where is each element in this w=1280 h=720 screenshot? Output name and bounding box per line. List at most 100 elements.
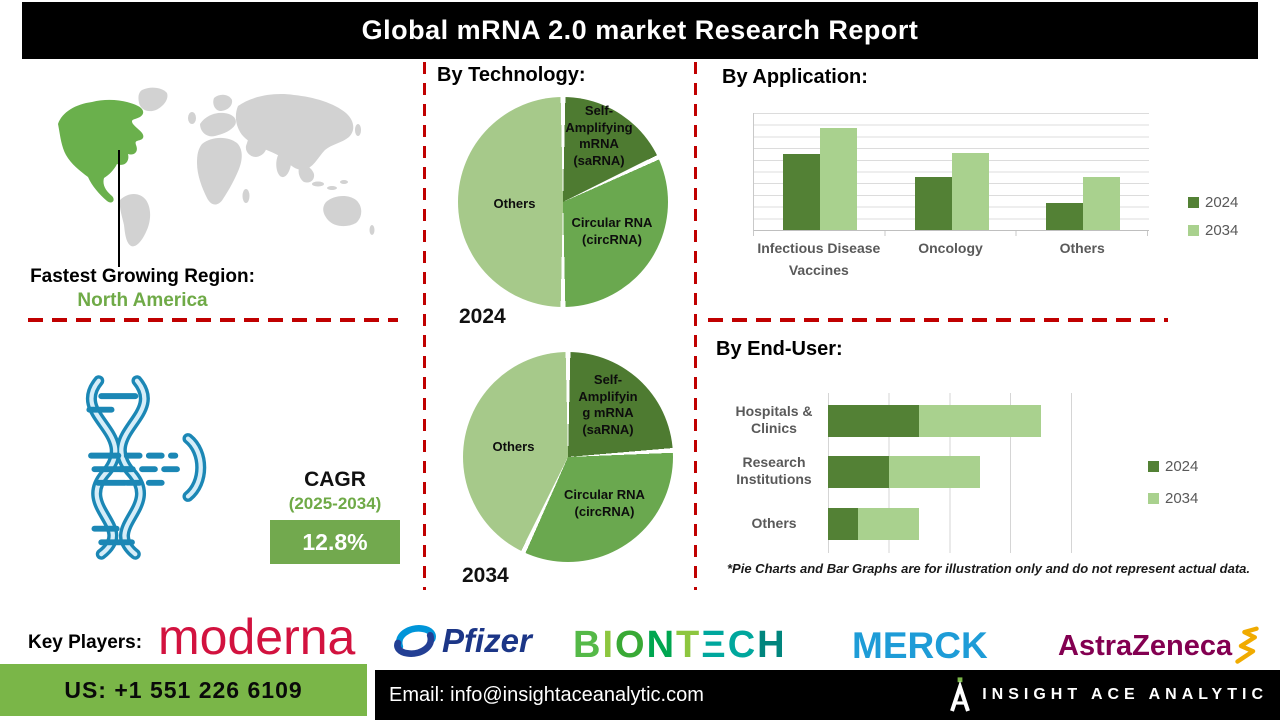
bar-2034: [819, 128, 857, 230]
pie-label-circrna-2034: Circular RNA (circRNA): [564, 487, 645, 519]
segment-2034: [858, 508, 920, 540]
disclaimer-footnote: *Pie Charts and Bar Graphs are for illus…: [727, 561, 1251, 576]
application-axis-ticks: [753, 231, 1149, 236]
phone-contact: US: +1 551 226 6109: [0, 664, 367, 716]
pie-label-others-2024: Others: [493, 196, 536, 211]
title-banner: Global mRNA 2.0 market Research Report: [22, 2, 1258, 59]
legend-item-2024: 2024: [1188, 194, 1238, 211]
legend-item-2024: 2024: [1148, 458, 1198, 475]
category-label: Others: [751, 514, 797, 531]
end-user-legend: 2024 2034: [1148, 458, 1198, 507]
segment-2024: [828, 456, 889, 488]
red-dashed-divider-mid-left: [423, 62, 426, 590]
fastest-growing-region: Fastest Growing Region: North America: [25, 266, 260, 312]
pfizer-swoosh-icon: [394, 625, 436, 657]
pie-label-circrna-2024: Circular RNA (circRNA): [571, 215, 653, 247]
cagr-block: CAGR (2025-2034) 12.8%: [270, 468, 400, 564]
category-label: Oncology: [918, 240, 983, 256]
north-america-region: [58, 99, 144, 203]
bar-group-1: [754, 113, 886, 230]
bar-2034: [951, 152, 989, 230]
segment-2034: [888, 456, 980, 488]
legend-label: 2034: [1205, 222, 1239, 239]
insight-ace-logo-icon: [950, 677, 971, 712]
bar-group-2: [886, 113, 1018, 230]
legend-item-2034: 2034: [1148, 490, 1198, 507]
biontech-letter: B: [573, 624, 603, 666]
legend-label: 2024: [1205, 194, 1239, 211]
section-header-technology: By Technology:: [437, 64, 586, 86]
pie-year-2024: 2024: [459, 305, 506, 328]
section-header-end-user: By End-User:: [716, 338, 843, 360]
brand-name: INSIGHT ACE ANALYTIC: [982, 686, 1268, 703]
segment-2024: [828, 508, 859, 540]
category-label: Hospitals & Clinics: [735, 403, 813, 436]
end-user-bar-chart: [828, 393, 1072, 553]
red-dashed-divider-left: [28, 318, 398, 322]
legend-swatch: [1188, 197, 1199, 208]
email-contact: Email: info@insightaceanalytic.com: [389, 683, 704, 706]
stacked-bar-1: [828, 405, 1041, 437]
pie-year-2034: 2034: [462, 564, 509, 587]
page-title: Global mRNA 2.0 market Research Report: [361, 15, 919, 45]
biontech-letter: Ξ: [701, 624, 728, 666]
world-map: [58, 87, 375, 247]
legend-item-2034: 2034: [1188, 222, 1238, 239]
application-category-labels: Infectious Disease Vaccines Oncology Other…: [753, 238, 1148, 281]
brand-block: INSIGHT ACE ANALYTIC: [948, 676, 1268, 714]
footer-bar: Email: info@insightaceanalytic.com INSIG…: [375, 670, 1280, 720]
biontech-logo: BIONTΞCH: [573, 626, 787, 664]
biontech-letter: O: [615, 624, 647, 666]
astrazeneca-logo: AstraZeneca: [1058, 626, 1260, 666]
cagr-label: CAGR: [304, 468, 366, 491]
moderna-logo: moderna: [158, 609, 356, 665]
region-heading: Fastest Growing Region:: [30, 266, 255, 287]
segment-2024: [828, 405, 920, 437]
category-label: Others: [1059, 240, 1105, 256]
end-user-category-labels: Hospitals & Clinics Research Institutions…: [721, 393, 827, 553]
map-pointer-line: [118, 150, 120, 267]
bar-2024: [1046, 203, 1084, 230]
map-continents: [119, 87, 375, 247]
biontech-letter: T: [676, 624, 702, 666]
application-legend: 2024 2034: [1188, 194, 1238, 239]
key-players-label: Key Players:: [28, 632, 143, 653]
mrna-dna-icon: [86, 375, 207, 560]
cagr-period: (2025-2034): [288, 494, 382, 513]
application-bar-chart: [753, 113, 1149, 231]
legend-swatch: [1188, 225, 1199, 236]
biontech-letter: I: [602, 624, 616, 666]
legend-swatch: [1148, 461, 1159, 472]
pie-label-sarna-2024: Self- Amplifying mRNA (saRNA): [565, 103, 633, 168]
biontech-letter: N: [646, 624, 677, 666]
region-value: North America: [77, 290, 208, 311]
pie-label-sarna-2034: Self- Amplifyin g mRNA (saRNA): [578, 372, 638, 437]
red-dashed-divider-mid-right: [694, 62, 697, 590]
pfizer-logo: Pfizer: [392, 622, 532, 660]
stacked-bar-3: [828, 508, 920, 540]
stacked-bar-2: [828, 456, 980, 488]
pie-chart-2034: [463, 352, 673, 562]
legend-swatch: [1148, 493, 1159, 504]
section-header-application: By Application:: [722, 66, 868, 88]
legend-label: 2034: [1165, 490, 1199, 507]
bar-2024: [782, 153, 820, 230]
legend-label: 2024: [1165, 458, 1199, 475]
biontech-letter: C: [727, 624, 758, 666]
segment-2034: [919, 405, 1041, 437]
merck-logo: MERCK: [852, 625, 988, 666]
category-label: Infectious Disease Vaccines: [757, 240, 881, 278]
red-dashed-divider-right: [708, 318, 1168, 322]
astrazeneca-wordmark: AstraZeneca: [1058, 629, 1233, 662]
bar-group-3: [1017, 113, 1149, 230]
astrazeneca-ribbon-icon: [1235, 626, 1259, 664]
pfizer-wordmark: Pfizer: [442, 622, 532, 659]
cagr-value-badge: 12.8%: [270, 520, 400, 564]
bar-2024: [914, 177, 952, 230]
pie-label-others-2034: Others: [492, 439, 535, 454]
pie-chart-2024: [458, 97, 668, 307]
category-label: Research Institutions: [736, 454, 812, 487]
bar-2034: [1083, 177, 1121, 230]
biontech-letter: H: [757, 624, 787, 666]
